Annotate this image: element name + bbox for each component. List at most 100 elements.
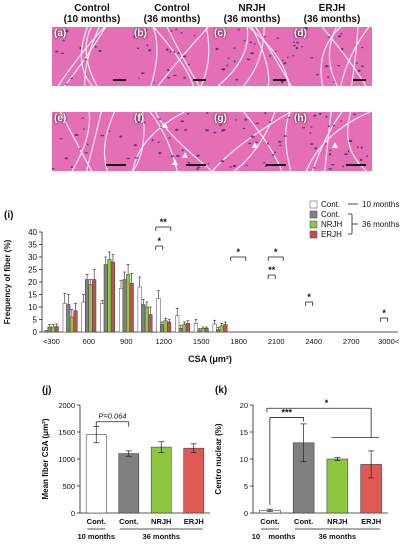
arrowhead-marker [162, 122, 168, 128]
bar-i [163, 320, 168, 333]
bar-k [326, 458, 349, 514]
scale-bar [113, 79, 126, 81]
bar-i [54, 326, 59, 333]
bar-i [167, 321, 172, 333]
x-tick-label-i: 600 [83, 337, 96, 346]
col-header-line1: Control [74, 3, 110, 14]
x-axis-label-i: CSA (μm²) [188, 354, 232, 364]
scale-bar [353, 79, 366, 81]
x-tick-label-i: 1800 [230, 337, 247, 346]
micrograph-panel: (f) [132, 112, 212, 171]
scale-bar [273, 79, 286, 81]
x-tick-label-i: 2700 [343, 337, 360, 346]
bar-j [150, 446, 172, 514]
panel-label: (d) [294, 28, 307, 39]
legend-label-i: NRJH [321, 220, 343, 229]
micrograph-panel: (b) [132, 27, 212, 86]
bar-i [107, 259, 112, 333]
x-tick-label-j: ERJH [184, 517, 204, 526]
y-tick-label-i: 5 [33, 316, 38, 325]
sig-2100a-label: * [274, 247, 278, 257]
x-tick-label-i: 2100 [268, 337, 285, 346]
col-header-erjh-36: ERJH (36 months) [292, 3, 372, 25]
bar-i [92, 279, 97, 333]
group-label-10b-k: months [268, 532, 295, 541]
panel-label: (h) [294, 113, 307, 124]
panel-label: (b) [134, 28, 147, 39]
bar-i [182, 324, 187, 333]
col-header-line1: NRJH [238, 3, 266, 14]
y-tick-label-j: 500 [62, 482, 75, 491]
legend-label-i: ERJH [321, 230, 342, 239]
micrograph-panel: (g) [212, 112, 292, 171]
bar-i [193, 323, 198, 333]
y-tick-label-i: 10 [28, 303, 37, 312]
panel-label: (e) [54, 113, 67, 124]
y-tick-label-k: 5 [244, 482, 248, 491]
bar-i [144, 306, 149, 333]
bar-i [118, 288, 124, 333]
sig-1200a-label: ** [160, 217, 168, 227]
micrograph-panel: (h) [292, 112, 372, 171]
y-tick-label-j: 2000 [58, 401, 75, 410]
y-tick-label-k: 15 [240, 428, 248, 437]
col-header-line2: (36 months) [303, 14, 361, 25]
bar-i [148, 314, 153, 333]
bar-i [219, 325, 224, 333]
panel-label: (g) [214, 113, 227, 124]
sig-2400-label: * [307, 292, 311, 302]
bar-i [51, 326, 56, 333]
col-header-line1: Control [154, 3, 190, 14]
col-header-line2: (36 months) [223, 14, 281, 25]
bar-i [175, 315, 180, 333]
bar-i [43, 331, 49, 333]
sig-label-k2: * [325, 398, 329, 408]
x-tick-label-i: 2400 [305, 337, 322, 346]
legend-swatch-i [309, 230, 318, 239]
sig-1800-label: * [236, 247, 240, 257]
group-label-10-j: 10 months [77, 532, 115, 541]
bar-i [126, 274, 131, 333]
bar-i [103, 264, 108, 333]
bar-i [129, 283, 134, 333]
bar-i [85, 279, 90, 333]
scale-bar [346, 164, 366, 166]
micrograph-panel: (c) [212, 27, 292, 86]
bar-j [85, 434, 107, 514]
col-header-line1: ERJH [318, 3, 346, 14]
bar-i [73, 310, 78, 333]
arrowhead-marker [182, 152, 188, 158]
bar-i [204, 328, 209, 333]
y-axis-label-j: Mean fiber CSA (μm²) [41, 418, 50, 499]
bar-i [159, 324, 165, 333]
legend-swatch-i [309, 220, 318, 229]
sig-1200b-label: * [158, 236, 162, 246]
y-tick-label-i: 20 [28, 278, 37, 287]
bar-i [212, 323, 217, 333]
bar-i [141, 304, 146, 333]
col-header-line2: (10 months) [63, 14, 121, 25]
x-tick-label-i: 1500 [193, 337, 210, 346]
bar-i [185, 323, 190, 333]
arrowhead-marker [252, 142, 258, 148]
x-tick-label-j: Cont. [119, 517, 138, 526]
y-tick-label-k: 10 [240, 455, 248, 464]
panel-label: (f) [134, 113, 144, 124]
y-tick-label-i: 35 [28, 241, 37, 250]
bar-i [62, 303, 67, 333]
col-header-line2: (36 months) [143, 14, 201, 25]
panel-letter-k: (k) [215, 385, 227, 396]
bar-i [223, 324, 228, 333]
bar-i [66, 304, 71, 333]
sig-2100b-label: ** [268, 265, 276, 275]
bar-i [197, 329, 202, 333]
x-tick-label-j: Cont. [87, 517, 106, 526]
pvalue-label-j: P=0.064 [98, 412, 126, 421]
micrograph-panel: (d) [292, 27, 372, 86]
bar-j [118, 453, 140, 514]
bar-i [88, 284, 93, 333]
scale-bar [193, 79, 206, 81]
col-header-control-36: Control (36 months) [132, 3, 212, 25]
bar-i [156, 298, 161, 333]
